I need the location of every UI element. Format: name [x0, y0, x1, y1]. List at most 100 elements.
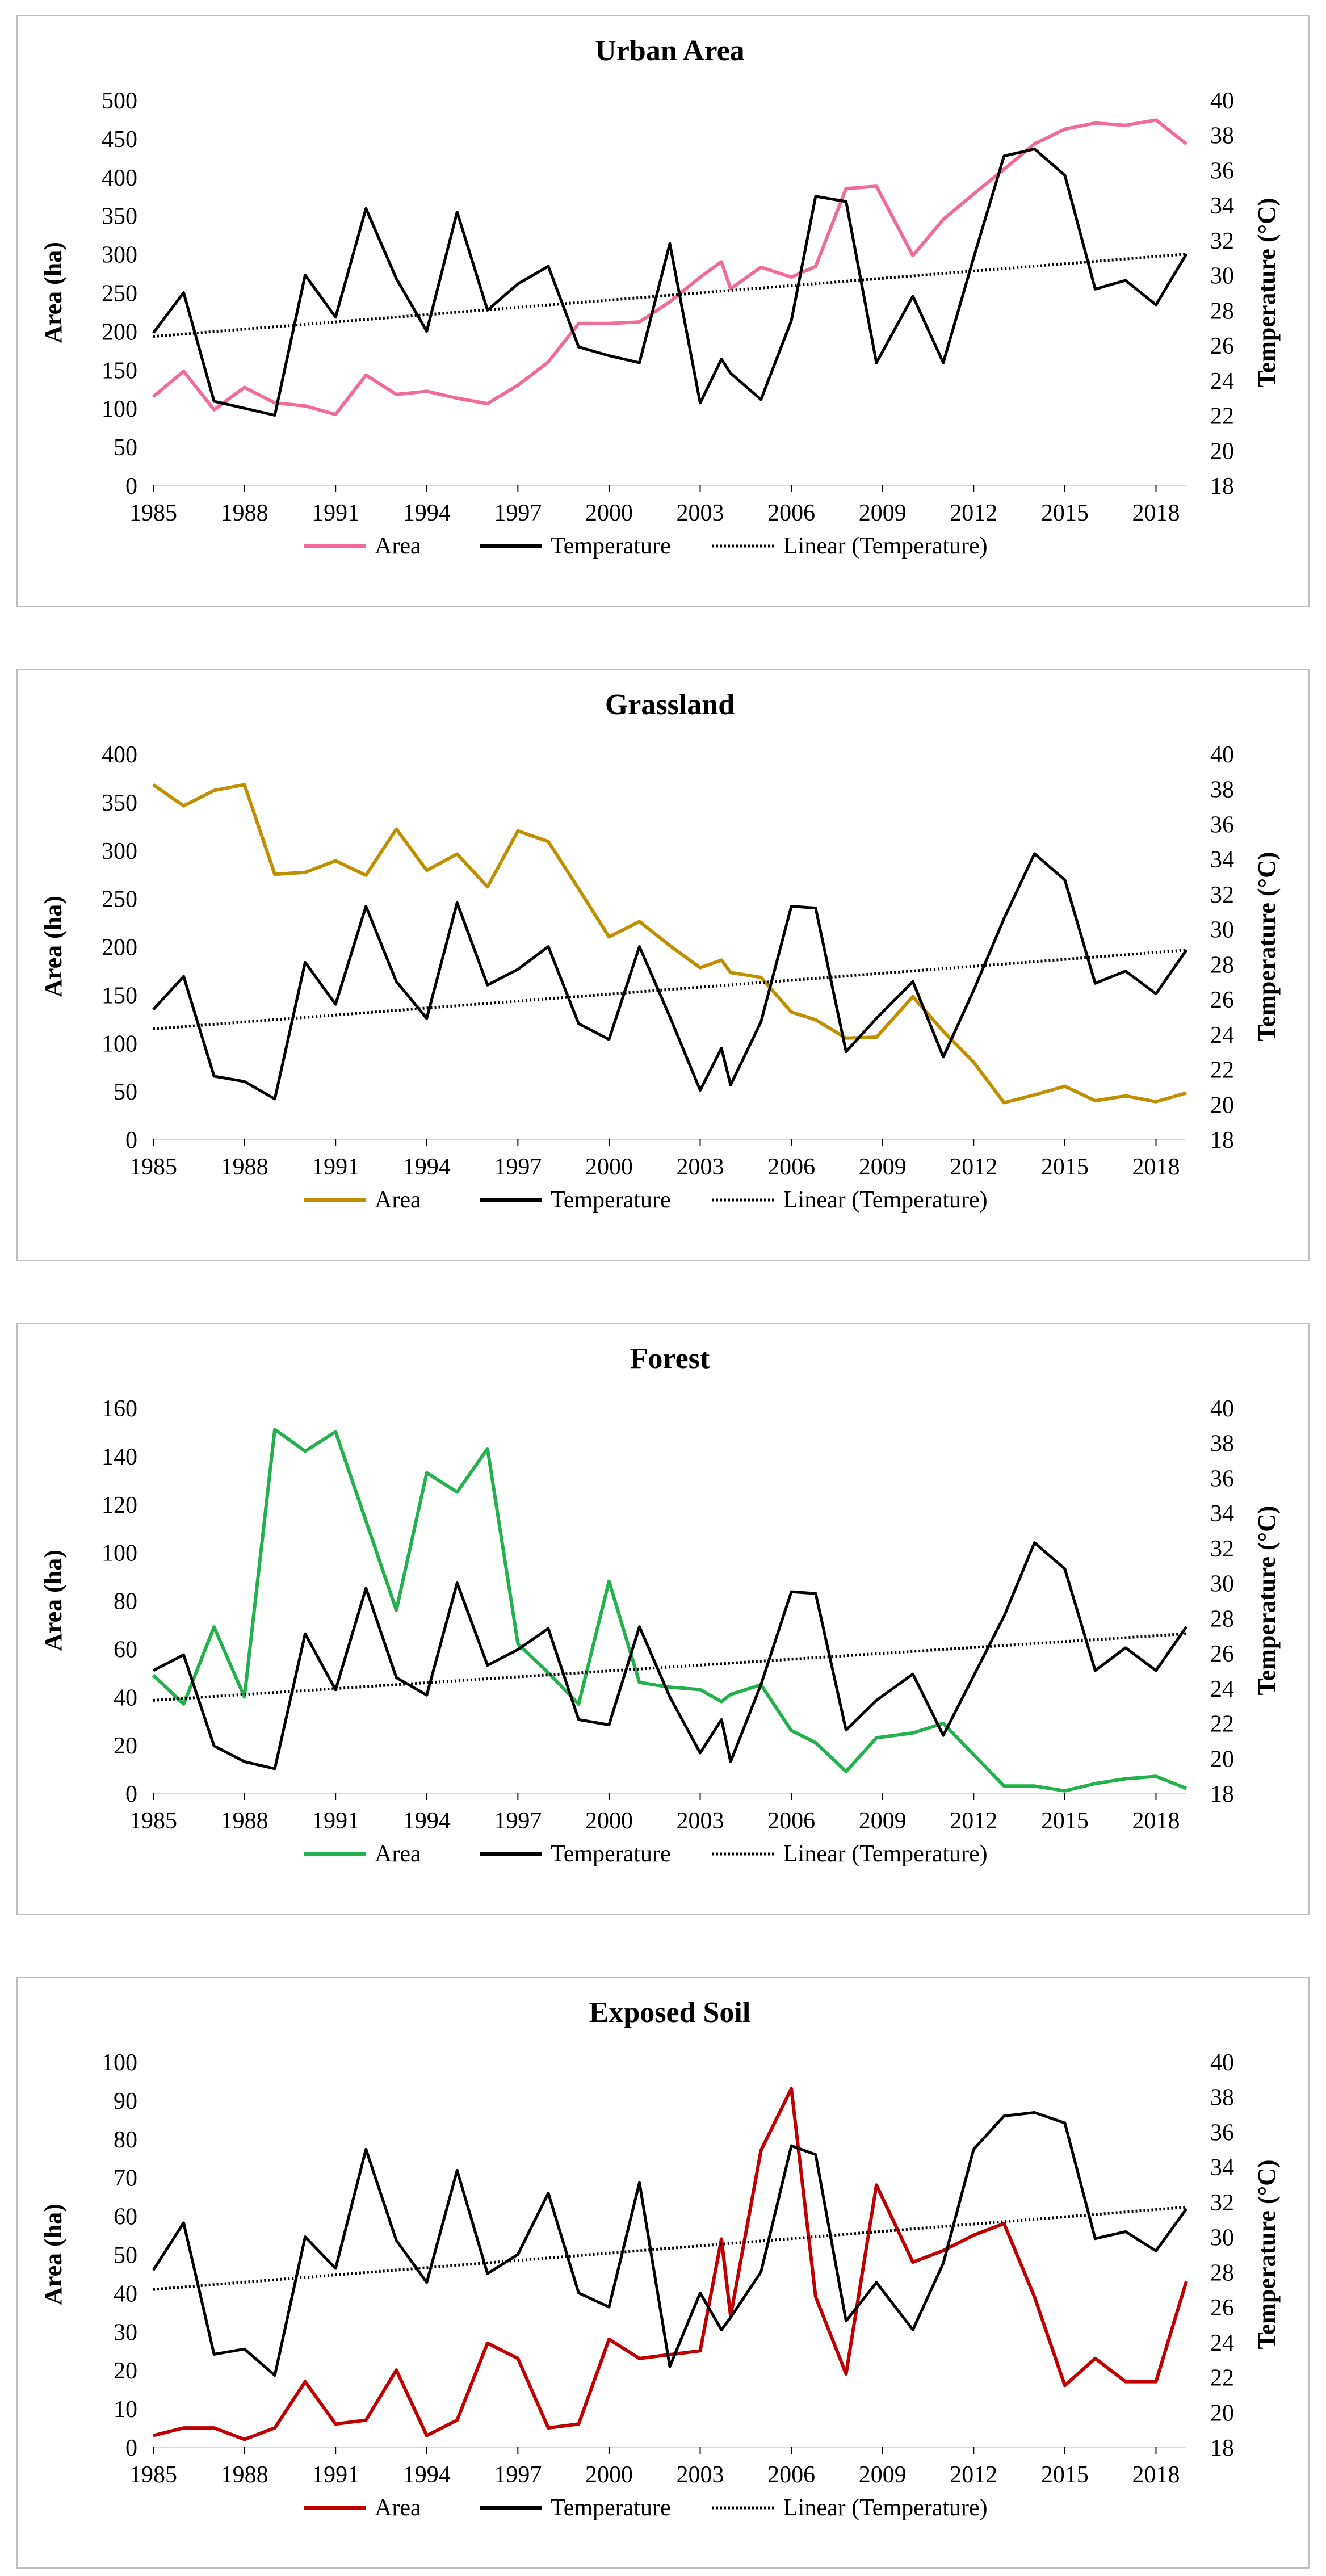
chart-panel: Urban Area 0 50 100 150 200 250 300 350 400 450 500…	[16, 15, 1310, 607]
chart-title: Urban Area	[595, 35, 744, 67]
x-tick-label: 2012	[950, 1154, 997, 1180]
y-tick-label: 250	[102, 887, 137, 913]
y-tick-label: 200	[102, 935, 137, 961]
legend-label: Linear (Temperature)	[783, 1187, 988, 1213]
y2-tick-label: 28	[1210, 2260, 1234, 2286]
y2-tick-label: 38	[1210, 1431, 1234, 1457]
y2-tick-label: 30	[1210, 917, 1234, 943]
y2-tick-label: 22	[1210, 2365, 1234, 2392]
y-tick-label: 50	[114, 435, 137, 461]
y2-tick-label: 38	[1210, 123, 1234, 149]
y2-tick-label: 32	[1210, 2190, 1234, 2216]
y-tick-label: 70	[114, 2166, 137, 2192]
y2-tick-label: 38	[1210, 777, 1234, 803]
y2-tick-label: 30	[1210, 1571, 1234, 1597]
y2-axis-title: Temperature (°C)	[1253, 1505, 1281, 1695]
y2-tick-label: 34	[1210, 193, 1234, 219]
x-tick-label: 2003	[677, 1808, 724, 1834]
legend-label: Area	[375, 1187, 421, 1213]
y2-tick-label: 26	[1210, 1641, 1234, 1667]
y-tick-label: 500	[102, 88, 137, 114]
x-tick-label: 2015	[1041, 1154, 1089, 1180]
y2-tick-label: 38	[1210, 2085, 1234, 2111]
x-tick-label: 1988	[221, 1808, 268, 1834]
y2-tick-label: 18	[1210, 1127, 1234, 1153]
x-tick-label: 2009	[859, 1808, 907, 1834]
x-tick-label: 1988	[221, 2462, 268, 2488]
y2-axis-title: Temperature (°C)	[1253, 851, 1281, 1041]
y2-tick-label: 18	[1210, 1781, 1234, 1807]
y-tick-label: 100	[102, 2050, 137, 2076]
y2-tick-label: 26	[1210, 333, 1234, 359]
y2-tick-label: 34	[1210, 1501, 1234, 1527]
temperature-series-line	[152, 1541, 1188, 1771]
legend-label: Area	[375, 2495, 421, 2521]
y2-tick-label: 32	[1210, 882, 1234, 908]
y-tick-label: 10	[114, 2397, 137, 2423]
y2-axis-title: Temperature (°C)	[1253, 198, 1281, 387]
y-tick-label: 20	[114, 2358, 137, 2384]
y-tick-label: 120	[102, 1492, 137, 1518]
y-tick-label: 450	[102, 127, 137, 153]
y2-tick-label: 36	[1210, 158, 1234, 184]
x-tick-label: 2006	[767, 1154, 815, 1180]
y2-tick-label: 40	[1210, 742, 1234, 768]
y-tick-label: 160	[102, 1396, 137, 1422]
y2-tick-label: 34	[1210, 2155, 1234, 2181]
x-tick-label: 2018	[1132, 2462, 1180, 2488]
area-series-line	[152, 118, 1187, 417]
y2-tick-label: 22	[1210, 404, 1234, 430]
x-tick-label: 2015	[1041, 500, 1089, 526]
y2-tick-label: 18	[1210, 473, 1234, 500]
y-tick-label: 90	[114, 2088, 137, 2114]
y-tick-label: 140	[102, 1444, 137, 1470]
y2-tick-label: 24	[1210, 1022, 1234, 1048]
y-axis-title: Area (ha)	[39, 242, 67, 343]
y2-tick-label: 30	[1210, 2225, 1234, 2251]
x-tick-label: 1994	[403, 1154, 451, 1180]
legend-label: Temperature	[551, 2495, 671, 2521]
y2-tick-label: 40	[1210, 1396, 1234, 1422]
y-tick-label: 250	[102, 281, 137, 307]
legend-label: Area	[375, 533, 421, 559]
y2-tick-label: 40	[1210, 88, 1234, 114]
area-series-line	[152, 783, 1187, 1105]
y-axis-title: Area (ha)	[39, 2204, 67, 2305]
x-tick-label: 2003	[677, 1154, 724, 1180]
x-tick-label: 2006	[767, 2462, 815, 2488]
x-tick-label: 1994	[403, 2462, 451, 2488]
x-tick-label: 2000	[585, 1808, 633, 1834]
chart-border	[16, 1323, 1310, 1915]
x-tick-label: 2000	[585, 2462, 633, 2488]
y-tick-label: 300	[102, 838, 137, 865]
x-tick-label: 1991	[312, 500, 359, 526]
x-tick-label: 2015	[1041, 2462, 1089, 2488]
y2-tick-label: 26	[1210, 2295, 1234, 2321]
temperature-series-line	[152, 2111, 1188, 2377]
x-tick-label: 1985	[129, 1154, 177, 1180]
y2-tick-label: 24	[1210, 2330, 1234, 2356]
y-tick-label: 150	[102, 983, 137, 1009]
y-tick-label: 60	[114, 2204, 137, 2230]
chart-border	[16, 669, 1310, 1261]
temperature-trend-line	[153, 2205, 1187, 2291]
y2-tick-label: 20	[1210, 438, 1234, 464]
temperature-trend-line	[153, 1632, 1187, 1702]
y2-tick-label: 36	[1210, 1466, 1234, 1492]
y2-tick-label: 24	[1210, 368, 1234, 395]
temperature-trend-line	[153, 949, 1187, 1031]
y2-tick-label: 32	[1210, 1536, 1234, 1562]
y2-tick-label: 40	[1210, 2050, 1234, 2076]
y2-tick-label: 36	[1210, 2120, 1234, 2146]
x-tick-label: 2000	[585, 500, 633, 526]
x-tick-label: 2009	[859, 1154, 907, 1180]
y2-tick-label: 28	[1210, 1606, 1234, 1632]
y2-tick-label: 26	[1210, 987, 1234, 1013]
temperature-trend-line	[153, 253, 1187, 338]
x-tick-label: 1994	[403, 500, 451, 526]
y-tick-label: 300	[102, 242, 137, 268]
x-tick-label: 2006	[767, 1808, 815, 1834]
y2-tick-label: 22	[1210, 1058, 1234, 1084]
x-tick-label: 2003	[677, 500, 724, 526]
y-tick-label: 50	[114, 2243, 137, 2269]
